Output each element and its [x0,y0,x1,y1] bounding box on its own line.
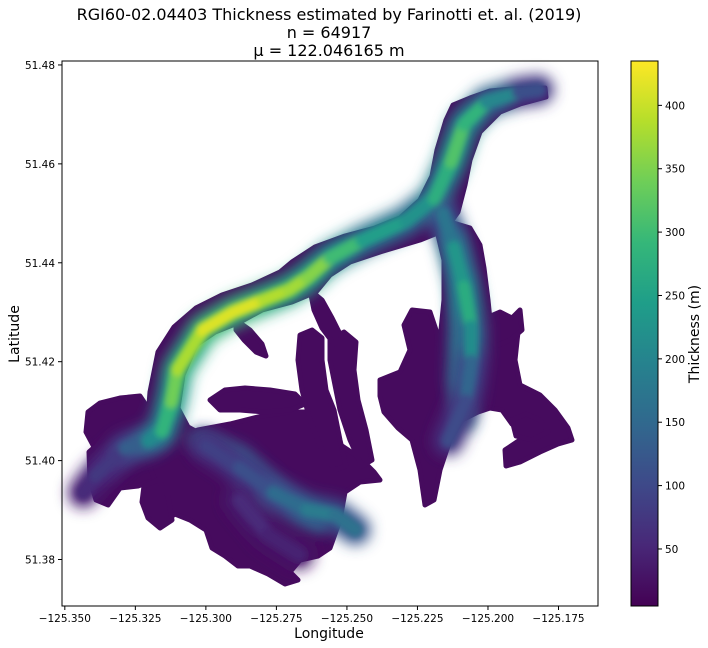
x-axis-ticks: −125.350 −125.325 −125.300 −125.275 −125.250… [39,606,585,625]
glacier-ridge-central [307,287,345,347]
x-tick-label: −125.175 [532,613,584,625]
x-axis-label: Longitude [294,626,364,642]
glacier-patch-east-edge [509,411,551,443]
colorbar-tick-label: 350 [665,164,685,176]
colorbar-tick-label: 150 [665,417,685,429]
x-tick-label: −125.300 [180,613,232,625]
y-tick-label: 51.46 [25,159,55,171]
thickness-ridges [68,74,554,570]
glacier-patch-northeast [483,307,525,349]
y-tick-label: 51.44 [25,258,55,270]
chart-subtitle-mean: μ = 122.046165 m [253,41,404,60]
y-tick-label: 51.40 [25,456,55,468]
colorbar [630,60,659,607]
ridge-core-segment-east-branch [441,394,473,448]
y-axis-ticks: 51.38 51.40 51.42 51.44 51.46 51.48 [25,60,62,567]
x-tick-label: −125.325 [109,613,161,625]
glacier-lobe-central [295,327,349,473]
ridge-core-segment-south-lobe [260,527,306,562]
colorbar-label: Thickness (m) [687,285,703,384]
ridge-core-segment-main-trunk [355,213,414,248]
ridge-core [76,82,546,562]
y-tick-label: 51.42 [25,357,55,369]
colorbar-tick-label: 200 [665,354,685,366]
colorbar-tick-label: 300 [665,227,685,239]
chart-subtitle-count: n = 64917 [287,23,372,42]
colorbar-tick-label: 50 [665,544,678,556]
glacier-patch-west [207,385,308,415]
colorbar-tick-label: 400 [665,100,685,112]
x-tick-label: −125.275 [250,613,302,625]
colorbar-tick-label: 100 [665,481,685,493]
glacier-lobe-middle [327,329,375,469]
x-tick-label: −125.250 [321,613,373,625]
ridge-core-segment-south-lobe [232,493,275,542]
x-tick-label: −125.350 [39,613,91,625]
x-tick-label: −125.200 [462,613,514,625]
ridge-core-segment-south-trunk [328,508,363,537]
glacier-lobe-southwest [139,477,175,531]
y-axis-label: Latitude [7,305,23,363]
y-tick-label: 51.48 [25,60,55,72]
ridge-core-segment-main-trunk [170,322,211,377]
axes-frame [61,60,599,607]
ridge-core-segment-main-trunk [512,82,546,100]
colorbar-tick-label: 250 [665,290,685,302]
chart-title: RGI60-02.04403 Thickness estimated by Fa… [77,5,582,24]
y-tick-label: 51.38 [25,555,55,567]
x-tick-label: −125.225 [391,613,443,625]
glacier-patch-north [233,317,269,359]
colorbar-ticks: 50 100 150 200 250 300 350 400 [658,100,685,556]
